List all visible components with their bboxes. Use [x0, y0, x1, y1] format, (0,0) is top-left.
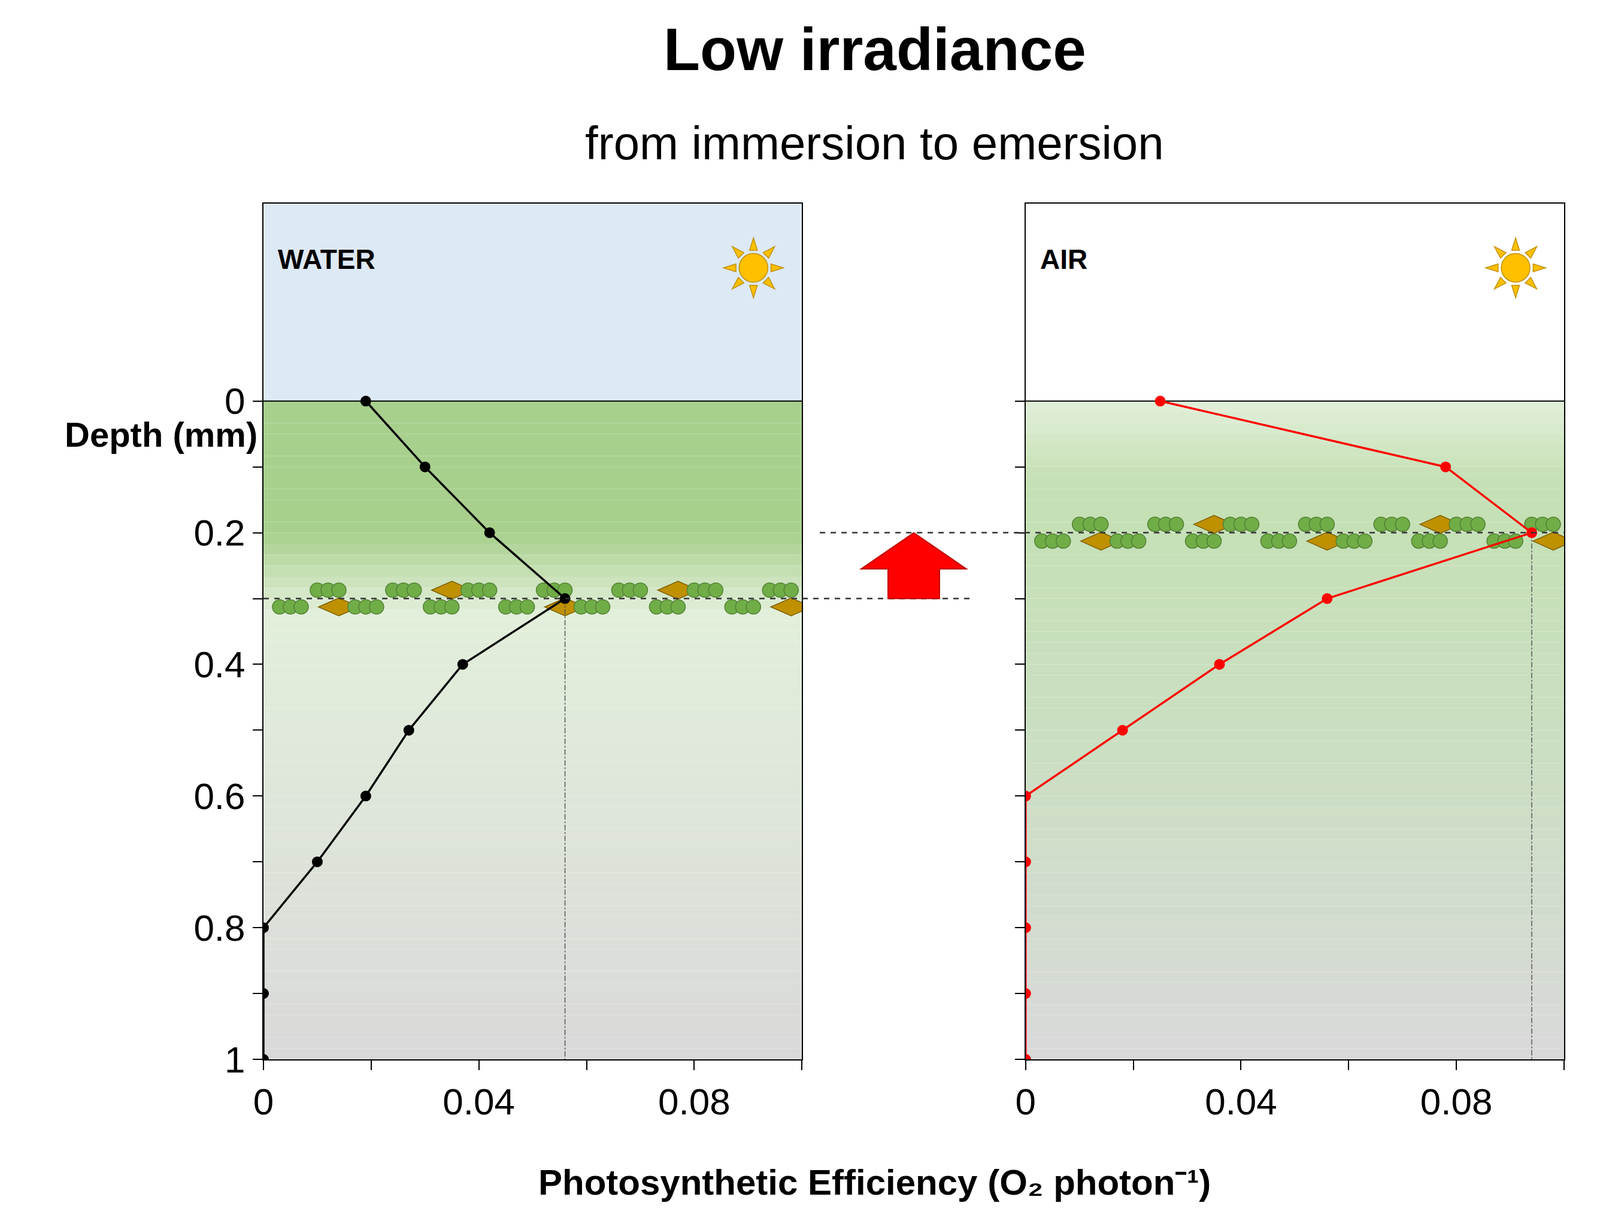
svg-text:0: 0 [224, 380, 245, 422]
svg-text:0: 0 [253, 1080, 274, 1123]
svg-text:Low irradiance: Low irradiance [663, 15, 1087, 83]
svg-text:0: 0 [1015, 1080, 1036, 1123]
svg-text:0.6: 0.6 [193, 775, 245, 817]
svg-text:0.04: 0.04 [1204, 1080, 1278, 1123]
svg-text:Photosynthetic Efficiency (O₂: Photosynthetic Efficiency (O₂ photon⁻¹) [538, 1162, 1211, 1203]
svg-text:from immersion to emersion: from immersion to emersion [585, 116, 1165, 170]
svg-text:1: 1 [224, 1038, 245, 1081]
svg-text:0.8: 0.8 [193, 907, 245, 949]
svg-text:0.08: 0.08 [658, 1080, 731, 1123]
svg-text:WATER: WATER [277, 243, 376, 275]
svg-text:0.4: 0.4 [193, 643, 245, 686]
svg-text:Depth (mm): Depth (mm) [64, 414, 258, 454]
svg-text:0.2: 0.2 [193, 511, 245, 554]
svg-text:0.04: 0.04 [442, 1080, 515, 1123]
svg-text:AIR: AIR [1040, 243, 1088, 275]
svg-text:0.08: 0.08 [1420, 1080, 1493, 1123]
